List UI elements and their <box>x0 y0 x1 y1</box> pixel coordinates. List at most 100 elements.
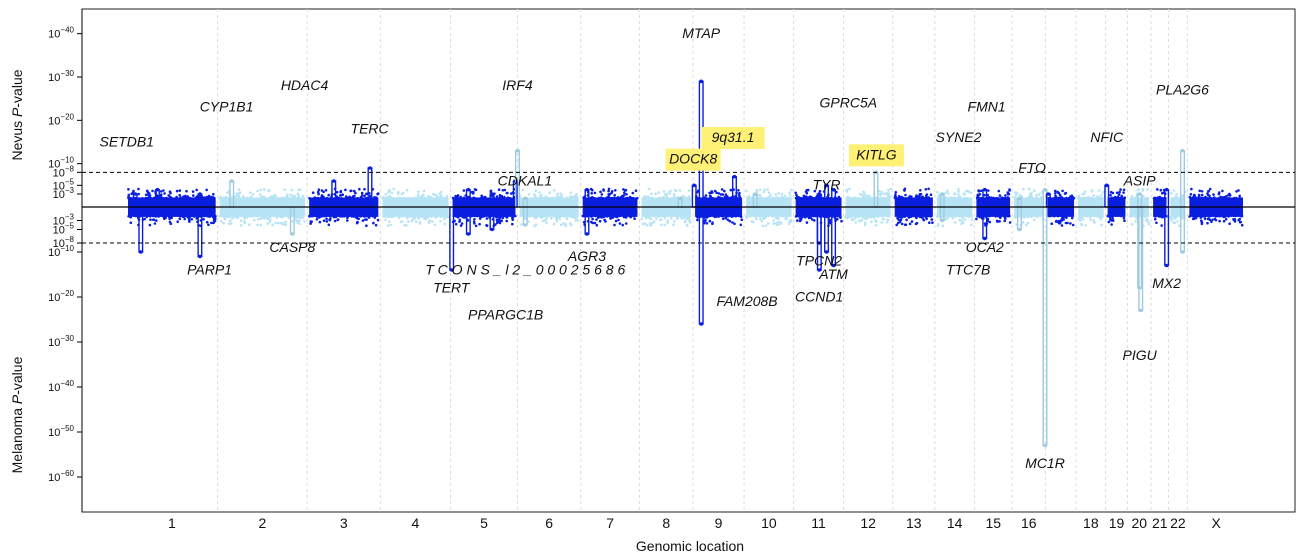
gene-label-CCND1: CCND1 <box>795 289 843 305</box>
snp-point <box>915 216 918 220</box>
snp-point <box>788 194 792 197</box>
snp-point <box>925 193 929 196</box>
snp-point <box>1227 215 1230 218</box>
snp-point <box>613 194 616 197</box>
snp-point <box>1170 217 1174 220</box>
snp-point <box>1070 194 1074 197</box>
snp-point <box>1018 193 1021 197</box>
snp-point <box>281 215 285 219</box>
x-tick-label: 5 <box>480 515 488 531</box>
snp-point <box>764 216 767 219</box>
snp-point <box>365 192 368 196</box>
snp-point <box>813 219 816 222</box>
snp-point <box>504 215 507 218</box>
snp-point <box>1000 196 1004 199</box>
gene-label-text: TPCN2 <box>796 253 842 269</box>
snp-point <box>1029 192 1032 196</box>
snp-point <box>242 197 246 200</box>
peak-top-point <box>515 148 520 153</box>
snp-point <box>169 222 173 225</box>
gene-label-FTO: FTO <box>1018 159 1046 175</box>
snp-point <box>354 191 357 195</box>
snp-point <box>737 193 741 197</box>
snp-point <box>374 223 378 227</box>
peak-bottom-point <box>490 227 494 232</box>
snp-point <box>713 215 716 219</box>
snp-point <box>599 190 602 194</box>
snp-point <box>398 216 401 219</box>
snp-point <box>711 197 715 200</box>
snp-point <box>838 214 842 218</box>
snp-point <box>936 215 940 218</box>
snp-point <box>1081 214 1085 218</box>
y-tick-bottom-label: 10−8 <box>53 235 75 250</box>
snp-point <box>857 214 861 218</box>
snp-point <box>1238 217 1241 221</box>
snp-point <box>429 197 433 200</box>
snp-point <box>1175 192 1178 196</box>
snp-point <box>1228 194 1232 197</box>
snp-point <box>864 221 867 225</box>
snp-point <box>545 217 548 221</box>
snp-point <box>381 196 384 199</box>
snp-point <box>247 214 250 218</box>
snp-point <box>556 192 559 196</box>
snp-point <box>353 189 356 193</box>
snp-point <box>737 189 740 192</box>
snp-point <box>929 215 932 218</box>
snp-point <box>327 193 331 197</box>
snp-point <box>527 193 531 196</box>
snp-point <box>350 215 354 218</box>
snp-point <box>1211 218 1214 222</box>
snp-point <box>1159 197 1163 200</box>
snp-point <box>864 215 868 218</box>
snp-point <box>297 193 301 197</box>
snp-point <box>237 194 241 198</box>
snp-point <box>726 218 730 222</box>
snp-point <box>848 187 851 191</box>
snp-point <box>474 224 478 228</box>
snp-point <box>631 191 635 195</box>
snp-point <box>1198 189 1201 193</box>
snp-point <box>951 216 955 220</box>
snp-point <box>1109 190 1113 194</box>
snp-point <box>867 196 871 200</box>
snp-point <box>384 218 387 222</box>
snp-point <box>388 197 391 200</box>
snp-point <box>1119 214 1123 218</box>
snp-point <box>1222 215 1226 219</box>
snp-point <box>1141 187 1145 191</box>
snp-point <box>1084 224 1087 227</box>
snp-point <box>812 214 815 218</box>
gene-label-text: TYR <box>813 177 841 193</box>
snp-point <box>678 189 682 192</box>
snp-point <box>754 215 757 219</box>
snp-point <box>1176 220 1179 223</box>
snp-point <box>1100 223 1103 227</box>
snp-point <box>870 220 873 223</box>
snp-point <box>207 194 211 198</box>
snp-point <box>346 219 349 222</box>
snp-point <box>137 187 140 191</box>
snp-point <box>1054 189 1057 193</box>
snp-point <box>760 214 763 218</box>
snp-point <box>129 221 133 224</box>
gene-label-text: TERC <box>351 120 390 136</box>
snp-point <box>773 197 776 200</box>
snp-point <box>781 195 784 199</box>
snp-point <box>212 221 215 225</box>
snp-point <box>948 196 952 199</box>
snp-point <box>988 220 992 224</box>
snp-point <box>149 197 153 200</box>
snp-point <box>593 191 597 195</box>
snp-point <box>760 219 764 223</box>
snp-point <box>1020 194 1023 198</box>
snp-point <box>607 189 610 193</box>
snp-point <box>501 214 504 218</box>
peak-top-point <box>1017 196 1022 201</box>
snp-point <box>888 195 892 198</box>
gene-label-text: MX2 <box>1152 275 1181 291</box>
snp-point <box>405 188 409 192</box>
snp-point <box>390 191 394 195</box>
gene-label-TERC: TERC <box>351 120 390 136</box>
